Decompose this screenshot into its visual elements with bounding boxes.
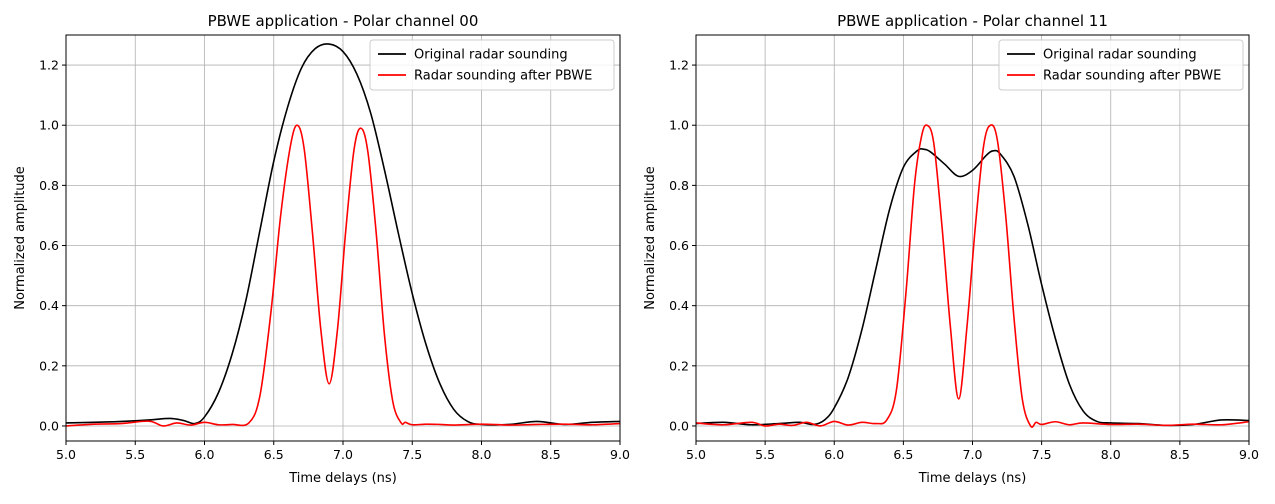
legend-label: Radar sounding after PBWE xyxy=(1043,69,1221,84)
chart-title: PBWE application - Polar channel 00 xyxy=(208,12,479,30)
x-tick-label: 6.5 xyxy=(893,447,913,462)
y-tick-label: 0.6 xyxy=(669,238,689,253)
x-tick-label: 9.0 xyxy=(610,447,630,462)
x-tick-label: 7.0 xyxy=(963,447,983,462)
chart-title: PBWE application - Polar channel 11 xyxy=(837,12,1108,30)
x-tick-label: 5.5 xyxy=(755,447,775,462)
legend: Original radar sounding Radar sounding af… xyxy=(369,39,615,91)
x-tick-label: 6.0 xyxy=(195,447,215,462)
y-tick-label: 0.8 xyxy=(39,178,59,193)
chart-panel-1: 5.0 5.5 6.0 6.5 7.0 7.5 8.0 8.5 9.0 0.0 0.2 0.4 0.6 0… xyxy=(643,12,1259,486)
y-tick-label: 0.4 xyxy=(669,298,689,313)
series-group xyxy=(696,124,1249,428)
legend-label: Radar sounding after PBWE xyxy=(414,69,592,84)
grid xyxy=(65,35,621,441)
y-tick-label: 0.0 xyxy=(669,418,689,433)
series-group xyxy=(66,43,620,427)
chart-panel-0: 5.0 5.5 6.0 6.5 7.0 7.5 8.0 8.5 9.0 0.0 0.2 0.4 0.6 0… xyxy=(13,12,630,486)
y-tick-label: 0.4 xyxy=(39,298,59,313)
x-tick-label: 7.0 xyxy=(333,447,353,462)
x-tick-label: 7.5 xyxy=(402,447,422,462)
series-line-1 xyxy=(66,124,620,427)
x-tick-label: 8.0 xyxy=(1101,447,1121,462)
y-axis-label: Normalized amplitude xyxy=(643,166,658,310)
x-tick-label: 9.0 xyxy=(1239,447,1259,462)
x-tick-label: 5.5 xyxy=(125,447,145,462)
grid xyxy=(695,35,1250,441)
x-axis-label: Time delays (ns) xyxy=(918,471,1027,486)
y-axis-label: Normalized amplitude xyxy=(13,166,28,310)
x-tick-label: 7.5 xyxy=(1032,447,1052,462)
legend-box xyxy=(369,39,615,91)
x-tick-label: 8.0 xyxy=(472,447,492,462)
y-tick-label: 1.2 xyxy=(39,58,59,73)
x-axis-label: Time delays (ns) xyxy=(288,471,397,486)
x-tick-label: 8.5 xyxy=(541,447,561,462)
legend-box xyxy=(998,39,1244,91)
legend: Original radar sounding Radar sounding af… xyxy=(998,39,1244,91)
x-tick-label: 8.5 xyxy=(1170,447,1190,462)
y-tick-label: 0.6 xyxy=(39,238,59,253)
x-tick-label: 5.0 xyxy=(56,447,76,462)
series-line-0 xyxy=(696,148,1249,427)
y-tick-label: 0.2 xyxy=(39,358,59,373)
y-tick-label: 1.0 xyxy=(669,118,689,133)
y-tick-label: 0.0 xyxy=(39,418,59,433)
legend-label: Original radar sounding xyxy=(1043,48,1197,63)
x-tick-label: 5.0 xyxy=(686,447,706,462)
x-tick-label: 6.5 xyxy=(264,447,284,462)
x-tick-label: 6.0 xyxy=(824,447,844,462)
y-tick-label: 0.2 xyxy=(669,358,689,373)
y-tick-label: 0.8 xyxy=(669,178,689,193)
series-line-1 xyxy=(696,124,1249,428)
y-tick-label: 1.0 xyxy=(39,118,59,133)
y-tick-label: 1.2 xyxy=(669,58,689,73)
legend-label: Original radar sounding xyxy=(414,48,568,63)
